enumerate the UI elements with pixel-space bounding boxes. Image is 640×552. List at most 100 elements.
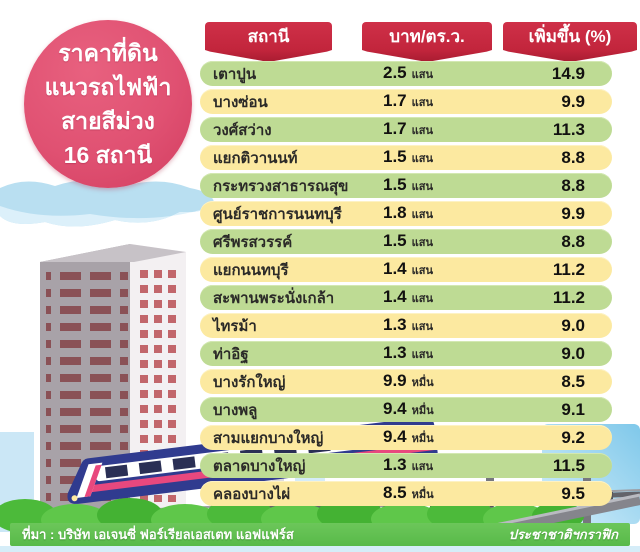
increase-value: 9.9: [561, 91, 585, 111]
station-name: สะพานพระนั่งเกล้า: [213, 289, 335, 307]
increase-value: 11.3: [552, 119, 585, 139]
station-name: ท่าอิฐ: [213, 345, 249, 363]
station-name: ศรีพรสวรรค์: [213, 233, 293, 251]
table-row: แยกนนทบุรี 1.4 แสน 11.2: [200, 257, 612, 282]
footer-bar: ที่มา : บริษัท เอเจนซี่ ฟอร์เรียลเอสเตท …: [10, 523, 630, 546]
header-ribbon-increase: เพิ่มขึ้น (%): [503, 22, 637, 62]
station-name: ศูนย์ราชการนนทบุรี: [213, 205, 342, 223]
title-line-4: 16 สถานี: [63, 142, 153, 168]
station-name: บางรักใหญ่: [213, 373, 286, 391]
table-row: กระทรวงสาธารณสุข 1.5 แสน 8.8: [200, 173, 612, 198]
station-name: แยกติวานนท์: [213, 149, 298, 167]
price-value: 1.7: [383, 119, 407, 138]
header-ribbon-price: บาท/ตร.ว.: [362, 22, 492, 62]
price-value: 1.4: [383, 287, 407, 306]
header-ribbon-station: สถานี: [205, 22, 332, 62]
price-cell: 9.4 หมื่น: [383, 399, 434, 419]
table-row: ไทรม้า 1.3 แสน 9.0: [200, 313, 612, 338]
station-name: กระทรวงสาธารณสุข: [213, 177, 349, 195]
price-cell: 1.3 แสน: [383, 315, 433, 335]
table-row: บางพลู 9.4 หมื่น 9.1: [200, 397, 612, 422]
increase-value: 9.0: [561, 343, 585, 363]
table-row: บางซ่อน 1.7 แสน 9.9: [200, 89, 612, 114]
price-unit: แสน: [411, 321, 433, 333]
price-cell: 2.5 แสน: [383, 63, 433, 83]
price-cell: 8.5 หมื่น: [383, 483, 434, 503]
table-row: คลองบางไผ่ 8.5 หมื่น 9.5: [200, 481, 612, 506]
bottom-strip: [0, 546, 640, 552]
table-rows: เตาปูน 2.5 แสน 14.9 บางซ่อน 1.7 แสน 9.9 …: [200, 61, 612, 509]
price-cell: 1.3 แสน: [383, 343, 433, 363]
price-cell: 1.4 แสน: [383, 259, 433, 279]
increase-value: 9.5: [561, 483, 585, 503]
price-unit: แสน: [411, 461, 433, 473]
increase-value: 14.9: [551, 63, 585, 83]
price-value: 1.8: [383, 203, 407, 222]
credit-text: ประชาชาติฯกราฟิก: [508, 527, 618, 542]
price-unit: แสน: [411, 97, 433, 109]
price-unit: แสน: [411, 265, 433, 277]
price-value: 9.4: [383, 399, 407, 418]
station-name: คลองบางไผ่: [213, 485, 291, 503]
price-cell: 1.7 แสน: [383, 119, 433, 139]
table-row: ตลาดบางใหญ่ 1.3 แสน 11.5: [200, 453, 612, 478]
price-unit: หมื่น: [411, 405, 434, 417]
increase-value: 9.2: [561, 427, 585, 447]
station-name: ไทรม้า: [213, 317, 257, 335]
table-row: วงศ์สว่าง 1.7 แสน 11.3: [200, 117, 612, 142]
increase-value: 11.5: [552, 455, 585, 475]
price-cell: 1.4 แสน: [383, 287, 433, 307]
price-value: 9.9: [383, 371, 407, 390]
price-unit: แสน: [411, 125, 433, 137]
price-value: 1.5: [383, 147, 407, 166]
station-name: บางพลู: [213, 401, 258, 419]
station-name: สามแยกบางใหญ่: [213, 429, 324, 447]
price-cell: 1.5 แสน: [383, 175, 433, 195]
title-line-3: สายสีม่วง: [61, 108, 155, 134]
price-value: 1.3: [383, 343, 407, 362]
increase-value: 9.0: [561, 315, 585, 335]
price-value: 8.5: [383, 483, 407, 502]
increase-value: 8.8: [561, 175, 585, 195]
increase-value: 8.8: [561, 147, 585, 167]
source-text: ที่มา : บริษัท เอเจนซี่ ฟอร์เรียลเอสเตท …: [22, 527, 294, 542]
title-badge: ราคาที่ดิน แนวรถไฟฟ้า สายสีม่วง 16 สถานี: [24, 20, 192, 188]
title-line-2: แนวรถไฟฟ้า: [44, 74, 172, 100]
table-row: เตาปูน 2.5 แสน 14.9: [200, 61, 612, 86]
price-unit: แสน: [411, 153, 433, 165]
price-cell: 1.3 แสน: [383, 455, 433, 475]
price-unit: แสน: [411, 349, 433, 361]
price-cell: 9.4 หมื่น: [383, 427, 434, 447]
station-name: ตลาดบางใหญ่: [213, 457, 306, 475]
increase-value: 11.2: [552, 259, 585, 279]
increase-value: 9.9: [561, 203, 585, 223]
price-value: 2.5: [383, 63, 407, 82]
price-unit: แสน: [411, 209, 433, 221]
table-row: บางรักใหญ่ 9.9 หมื่น 8.5: [200, 369, 612, 394]
price-cell: 1.8 แสน: [383, 203, 433, 223]
station-name: เตาปูน: [213, 65, 257, 83]
price-value: 1.3: [383, 455, 407, 474]
table-row: สะพานพระนั่งเกล้า 1.4 แสน 11.2: [200, 285, 612, 310]
increase-value: 9.1: [561, 399, 585, 419]
increase-value: 11.2: [552, 287, 585, 307]
table-row: ศรีพรสวรรค์ 1.5 แสน 8.8: [200, 229, 612, 254]
price-value: 1.5: [383, 231, 407, 250]
price-unit: หมื่น: [411, 489, 434, 501]
price-value: 1.7: [383, 91, 407, 110]
station-name: แยกนนทบุรี: [213, 261, 289, 279]
price-unit: แสน: [411, 181, 433, 193]
price-unit: แสน: [411, 69, 433, 81]
price-value: 1.4: [383, 259, 407, 278]
table-row: ศูนย์ราชการนนทบุรี 1.8 แสน 9.9: [200, 201, 612, 226]
table-row: แยกติวานนท์ 1.5 แสน 8.8: [200, 145, 612, 170]
price-unit: แสน: [411, 293, 433, 305]
station-name: บางซ่อน: [213, 93, 268, 111]
table-row: สามแยกบางใหญ่ 9.4 หมื่น 9.2: [200, 425, 612, 450]
increase-value: 8.8: [561, 231, 585, 251]
price-value: 1.5: [383, 175, 407, 194]
table-row: ท่าอิฐ 1.3 แสน 9.0: [200, 341, 612, 366]
station-name: วงศ์สว่าง: [213, 121, 272, 139]
